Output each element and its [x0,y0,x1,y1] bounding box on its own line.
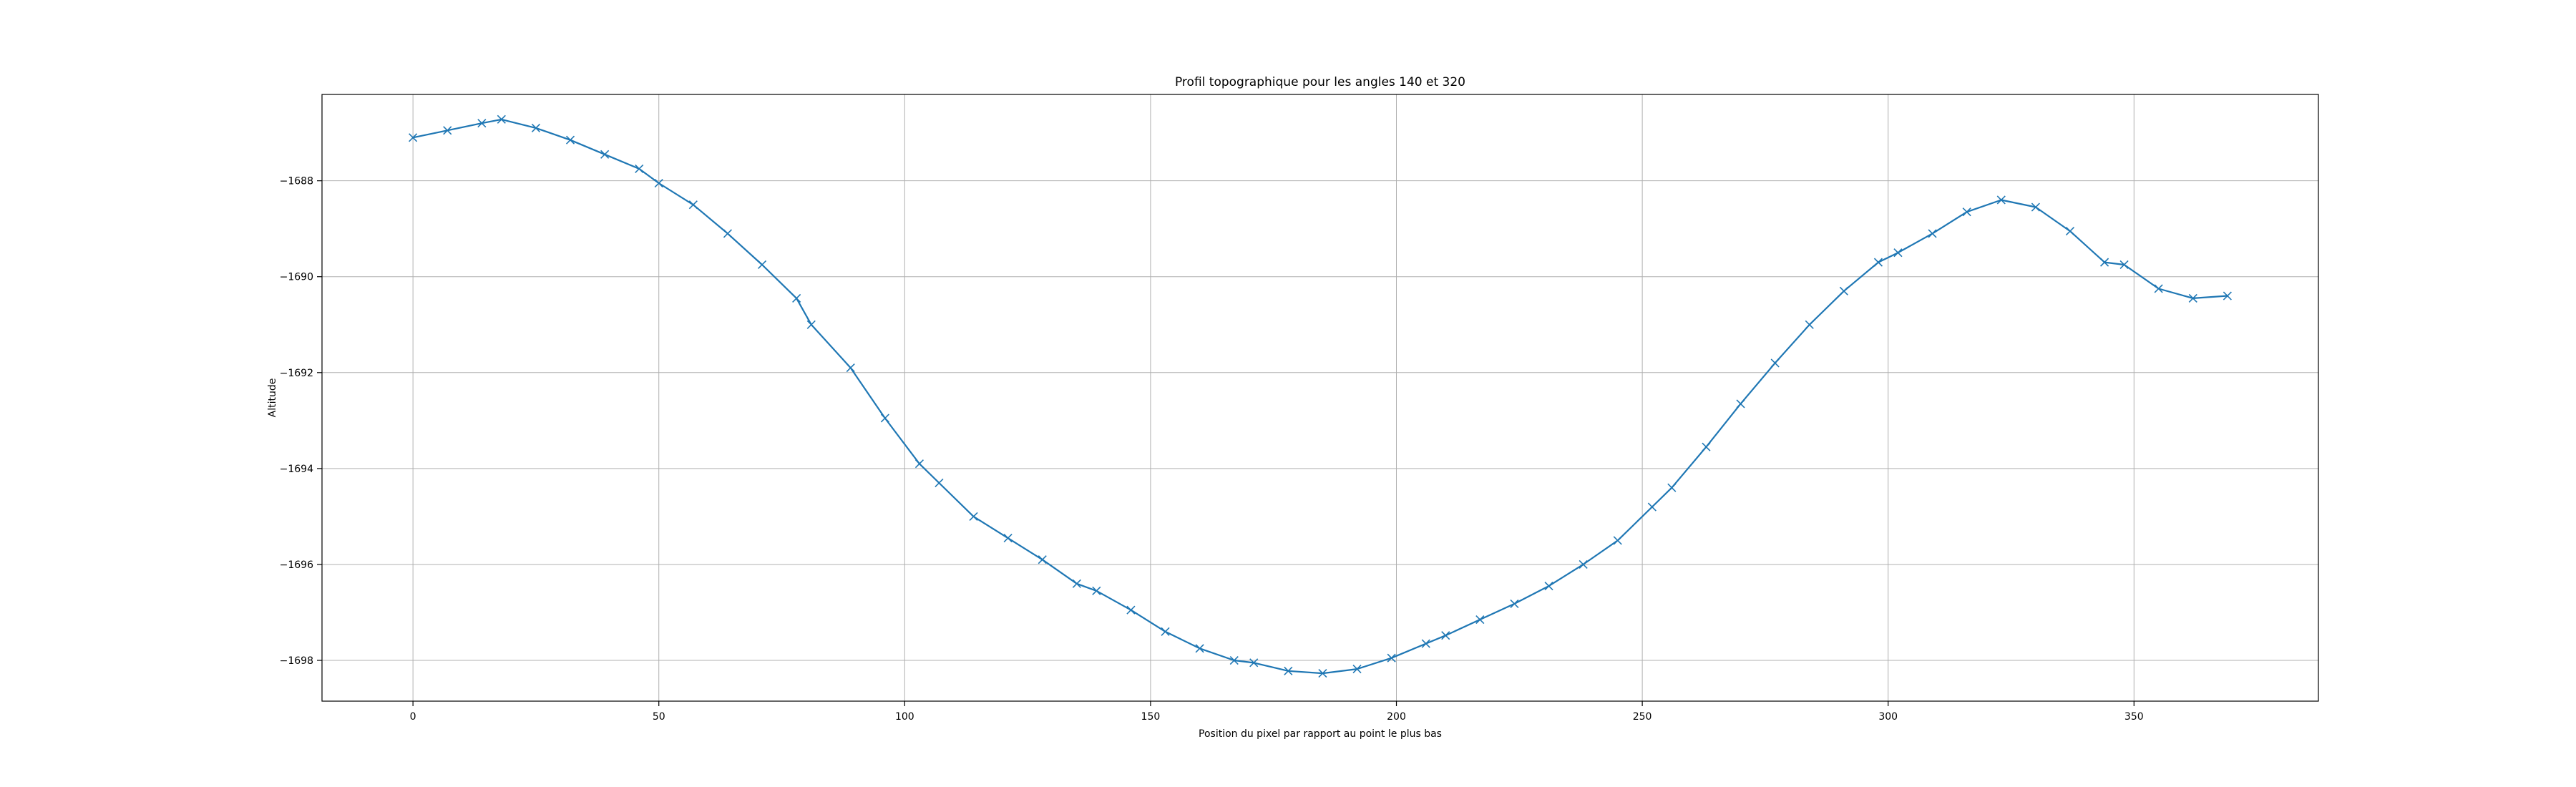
data-point-marker [1126,605,1136,615]
data-point-marker [1962,207,1971,217]
data-point-marker [654,178,663,188]
y-tick-label: −1696 [280,559,313,571]
data-point-marker [688,200,698,210]
data-point-marker [969,512,978,521]
y-axis-label: Altitude [267,378,278,418]
data-point-marker [846,363,855,373]
data-point-marker [1229,655,1239,665]
data-point-marker [531,123,540,132]
x-tick-label: 300 [1878,711,1898,723]
plot-frame [321,94,2319,702]
data-point-marker [1839,286,1848,295]
data-point-marker [1544,582,1553,591]
data-point-marker [635,164,644,173]
data-point-marker [1249,658,1259,668]
data-point-marker [2223,291,2232,300]
data-point-marker [1038,555,1047,564]
data-point-marker [914,459,924,469]
series-layer [409,114,2232,678]
data-point-marker [1996,195,2006,205]
data-point-marker [1092,586,1101,595]
x-tick-label: 350 [2124,711,2144,723]
x-tick-label: 100 [895,711,914,723]
data-point-marker [723,229,732,238]
data-point-marker [2154,284,2163,293]
data-point-marker [1161,627,1170,636]
y-tick-label: −1698 [280,655,313,667]
data-point-marker [1805,320,1814,329]
data-point-marker [1475,615,1485,625]
x-axis-label: Position du pixel par rapport au point l… [1199,728,1442,740]
ticks: 0 50 100 150 200 250 300 350 −1698 −1696 −1694 −169… [280,176,2144,723]
data-point-marker [1510,599,1519,608]
x-tick-label: 250 [1633,711,1652,723]
x-tick-label: 50 [653,711,665,723]
data-point-marker [1387,653,1396,663]
data-point-marker [1613,536,1622,545]
data-point-marker [477,119,487,128]
data-point-marker [600,150,610,159]
data-point-marker [935,478,944,488]
data-point-marker [2119,260,2129,270]
grid [322,94,2318,701]
data-point-marker [1667,483,1677,492]
y-tick-label: −1692 [280,368,313,379]
data-point-marker [2188,293,2197,303]
x-tick-label: 150 [1141,711,1161,723]
y-tick-label: −1694 [280,464,313,475]
data-point-marker [1352,665,1362,674]
data-point-marker [1195,644,1204,653]
data-point-marker [1284,666,1293,675]
data-point-marker [1893,248,1903,258]
data-point-marker [1441,631,1450,640]
chart-title: Profil topographique pour les angles 140… [1175,75,1465,89]
data-point-marker [1072,579,1081,588]
data-point-marker [1702,442,1711,451]
data-point-marker [806,320,816,329]
data-point-marker [792,293,801,303]
data-point-marker [497,114,506,124]
data-point-marker [1003,534,1013,543]
data-point-marker [2031,202,2040,212]
data-point-marker [1928,229,1937,238]
y-tick-label: −1688 [280,176,313,187]
data-point-marker [757,260,767,270]
data-point-marker [2100,258,2109,267]
data-point-marker [1421,639,1430,648]
data-point-marker [1736,399,1745,409]
data-point-marker [1873,258,1883,267]
data-point-marker [409,133,418,142]
data-point-marker [1770,358,1780,368]
series-line [412,118,2228,675]
data-point-marker [565,135,575,145]
data-point-marker [1647,502,1657,512]
data-point-marker [2065,226,2075,236]
y-tick-label: −1690 [280,272,313,283]
x-tick-label: 200 [1387,711,1406,723]
data-point-marker [443,126,452,135]
data-point-marker [1579,559,1588,570]
x-tick-label: 0 [410,711,416,723]
data-point-marker [1318,669,1327,678]
data-point-marker [880,414,889,423]
